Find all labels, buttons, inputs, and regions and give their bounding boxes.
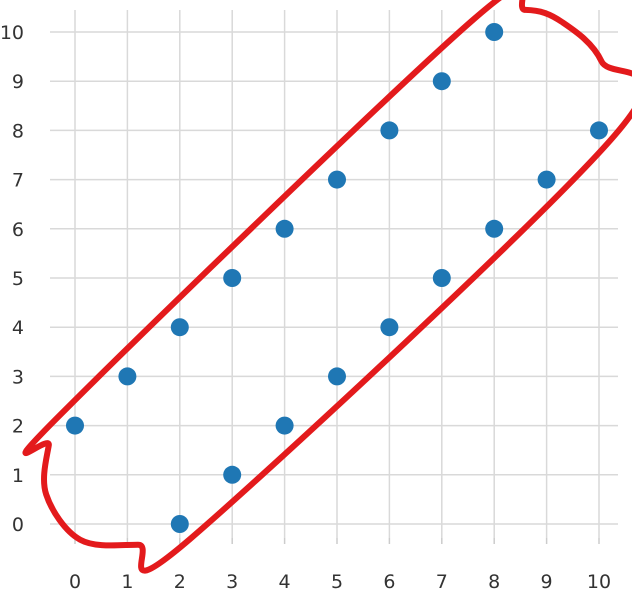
x-tick-label: 9 xyxy=(541,571,553,593)
y-tick-label: 7 xyxy=(12,170,24,192)
y-tick-label: 6 xyxy=(12,219,24,241)
x-tick-label: 6 xyxy=(383,571,395,593)
x-tick-label: 7 xyxy=(436,571,448,593)
data-point xyxy=(170,515,189,533)
data-point xyxy=(432,269,451,287)
data-point xyxy=(328,170,346,189)
x-tick-label: 10 xyxy=(587,571,611,593)
data-point xyxy=(223,465,242,484)
x-axis-ticks: 0 1 2 3 4 5 6 7 8 9 10 xyxy=(69,538,611,593)
data-point xyxy=(485,23,504,41)
data-point xyxy=(590,121,608,140)
y-tick-label: 10 xyxy=(0,22,24,44)
data-point xyxy=(223,269,242,287)
data-point xyxy=(485,219,504,238)
data-point xyxy=(118,367,137,386)
data-point xyxy=(275,416,294,435)
data-points xyxy=(66,23,608,533)
y-tick-label: 2 xyxy=(12,416,24,438)
y-tick-label: 1 xyxy=(12,465,24,487)
x-tick-label: 1 xyxy=(121,571,133,593)
data-point xyxy=(380,318,399,337)
x-tick-label: 5 xyxy=(331,571,343,593)
y-tick-label: 3 xyxy=(12,366,24,388)
y-tick-label: 5 xyxy=(12,268,24,290)
data-point xyxy=(170,318,189,337)
y-tick-label: 9 xyxy=(12,71,24,93)
x-tick-label: 4 xyxy=(279,571,291,593)
enclosing-outline xyxy=(22,0,632,574)
data-point xyxy=(380,121,399,140)
data-point xyxy=(432,72,451,91)
x-tick-label: 0 xyxy=(69,571,81,593)
y-tick-label: 4 xyxy=(12,317,24,339)
y-axis-ticks: 0 1 2 3 4 5 6 7 8 9 10 xyxy=(0,22,24,536)
x-tick-label: 3 xyxy=(226,571,238,593)
grid xyxy=(50,10,618,538)
data-point xyxy=(537,170,556,189)
y-tick-label: 0 xyxy=(12,514,24,536)
y-tick-label: 8 xyxy=(12,120,24,142)
x-tick-label: 8 xyxy=(488,571,500,593)
data-point xyxy=(328,367,346,386)
data-point xyxy=(275,219,294,238)
data-point xyxy=(66,416,84,435)
x-tick-label: 2 xyxy=(174,571,186,593)
